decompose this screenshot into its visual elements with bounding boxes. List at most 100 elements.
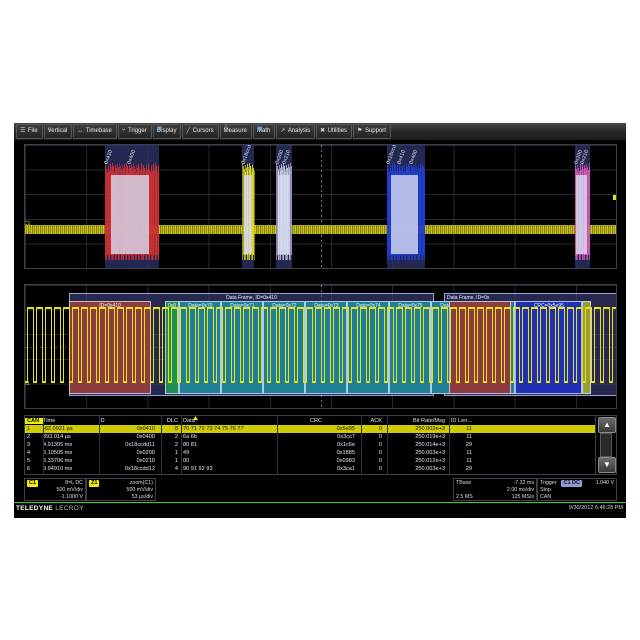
menu-item-analysis[interactable]: ↗ Analysis: [276, 124, 316, 139]
waveform-edge: [603, 307, 604, 383]
menu-item-measure[interactable]: ║ Measure: [219, 124, 252, 139]
waveform-bit: [196, 381, 198, 383]
menu-item-math[interactable]: ▣ Math: [252, 124, 276, 139]
z1-timediv: 53 µs/div: [131, 494, 153, 500]
timebase-memory: 2.5 MS: [456, 494, 473, 500]
table-row[interactable]: 4 6.10505 ms 0x0200 1 49 0x1885 0 250.003e+3 11: [25, 449, 616, 457]
waveform-edge: [270, 307, 271, 383]
waveform-bit: [397, 307, 402, 309]
menu-item-cursors[interactable]: ╱ Cursors: [182, 124, 219, 139]
waveform-bit: [253, 307, 258, 309]
waveform-edge: [366, 307, 367, 383]
brand-logo: TELEDYNE LECROY: [16, 505, 84, 512]
col-header-ack[interactable]: ACK: [370, 417, 382, 424]
table-row[interactable]: 3 4.91305 ms 0x18ccdd11 2 80 81 0x1c6e 0 250.01…: [25, 441, 616, 449]
cell-dlc: 1: [174, 450, 178, 456]
col-header-bitrate[interactable]: Bit Rate/Msg: [412, 417, 445, 424]
c1-badge[interactable]: C1: [27, 480, 39, 487]
waveform-edge: [411, 307, 412, 383]
waveform-bit: [151, 381, 153, 383]
decode-segment-label: ID=0x410: [99, 303, 121, 309]
waveform-edge: [531, 307, 532, 383]
scroll-down-button[interactable]: ▼: [598, 457, 616, 473]
cell-ack: 0: [378, 426, 382, 432]
table-scrollbar[interactable]: ▲ ▼: [595, 416, 616, 474]
table-divider: [161, 416, 162, 474]
decode-table[interactable]: CAN Time ID DLC Data CRC ACK Bit Rate/Ms…: [24, 415, 617, 475]
menu-item-vertical[interactable]: ↕ Vertical: [43, 124, 73, 139]
menu-item-display[interactable]: ▣ Display: [152, 124, 182, 139]
table-row[interactable]: 1 -62.0921 µs 0x0410 8 70 71 72 73 74 75 76 …: [25, 425, 616, 433]
cell-dlc: 1: [174, 458, 178, 464]
trigger-source-badge[interactable]: C1 DC: [561, 480, 582, 487]
col-header-crc[interactable]: CRC: [309, 417, 323, 424]
menu-item-support[interactable]: ⚑ Support: [353, 124, 391, 139]
waveform-bit: [370, 307, 375, 309]
waveform-edge: [339, 307, 340, 383]
z1-badge[interactable]: Z1: [89, 480, 100, 487]
vertical-icon: ↕: [47, 126, 51, 132]
col-header-dlc[interactable]: DLC: [166, 417, 178, 424]
waveform-bit: [187, 381, 189, 383]
table-row[interactable]: 2 393.014 µs 0x0400 2 6a 6b 0x3cc7 0 250.019e+3…: [25, 433, 616, 441]
zoom-waveform-grid[interactable]: Data Frame, ID=0x410 Data Frame, ID=0x I…: [24, 284, 617, 409]
can-message-burst: [276, 145, 292, 268]
scroll-track[interactable]: [600, 433, 612, 457]
table-row[interactable]: 5 6.33706 ms 0x0210 1 00 0x0983 0 250.012e+3 11: [25, 457, 616, 465]
decode-segment-d4[interactable]: Data=0x74: [347, 301, 390, 394]
scroll-up-button[interactable]: ▲: [598, 417, 616, 433]
waveform-bit: [394, 381, 396, 383]
trigger-type: CAN: [540, 494, 552, 500]
cell-crc: 0x3cc7: [337, 434, 355, 440]
waveform-bit: [520, 381, 522, 383]
col-header-time[interactable]: Time: [43, 417, 56, 424]
waveform-bit: [532, 307, 537, 309]
waveform-bit: [73, 307, 78, 309]
z1-descriptor[interactable]: Z1 zoom(C1) 500 mV/div 53 µs/div: [86, 478, 156, 501]
col-header-id[interactable]: ID: [99, 417, 105, 424]
menu-item-utilities[interactable]: ✖ Utilities: [316, 124, 353, 139]
waveform-edge: [456, 307, 457, 383]
decode-segment-label: Data=0x71: [230, 303, 255, 309]
waveform-bit: [502, 381, 504, 383]
timebase-descriptor[interactable]: TBase -7.32 ms 2.00 ms/div 2.5 MS 125 MS…: [453, 478, 537, 501]
decode-table-body: 1 -62.0921 µs 0x0410 8 70 71 72 73 74 75 76 …: [25, 425, 616, 473]
decode-segment-crc[interactable]: CRC=0x5e95: [515, 301, 583, 394]
col-header-idlen[interactable]: ID Len...: [450, 417, 472, 424]
menu-item-file[interactable]: ☰ File: [16, 124, 43, 139]
table-row[interactable]: 6 9.94910 ms 0x18ccdd12 4 90 91 92 93 0x3ca1 0…: [25, 465, 616, 473]
waveform-bit: [457, 381, 459, 383]
cell-ack: 0: [378, 466, 382, 472]
waveform-bit: [361, 307, 366, 309]
waveform-edge: [297, 307, 298, 383]
waveform-edge: [330, 307, 331, 383]
menu-item-trigger[interactable]: ⑂ Trigger: [117, 124, 152, 139]
waveform-bit: [37, 307, 42, 309]
menu-item-timebase[interactable]: ↔ Timebase: [73, 124, 117, 139]
trigger-descriptor[interactable]: Trigger C1 DC 1.040 V Stop CAN: [537, 478, 617, 501]
waveform-bit: [385, 381, 387, 383]
waveform-edge: [486, 307, 487, 383]
waveform-bit: [226, 307, 231, 309]
waveform-bit: [133, 381, 135, 383]
cell-time: -62.0921 µs: [43, 426, 73, 432]
c1-descriptor[interactable]: C1 8=L DC 500 mV/div -1.1000 V: [24, 478, 86, 501]
zoom-can-waveform: [25, 285, 616, 408]
decode-segment-prev-id[interactable]: ID=0x410: [69, 301, 151, 394]
main-baseline-noise: [25, 225, 616, 234]
waveform-bit: [412, 381, 414, 383]
waveform-bit: [178, 381, 180, 383]
main-waveform-grid[interactable]: C1 0x410 0x400 0x18ccdd11 0x200 0x210 0x18ccd…: [24, 144, 617, 269]
waveform-bit: [235, 307, 240, 309]
cell-data: 49: [183, 450, 190, 456]
waveform-bit: [367, 381, 369, 383]
waveform-bit: [223, 381, 225, 383]
waveform-edge: [591, 307, 592, 383]
waveform-edge: [177, 307, 178, 383]
waveform-edge: [63, 307, 64, 383]
decode-segment-d1[interactable]: Data=0x71: [221, 301, 264, 394]
waveform-bit: [286, 381, 288, 383]
waveform-edge: [600, 307, 601, 383]
waveform-bit: [241, 381, 243, 383]
col-header-data[interactable]: Data: [183, 417, 195, 424]
